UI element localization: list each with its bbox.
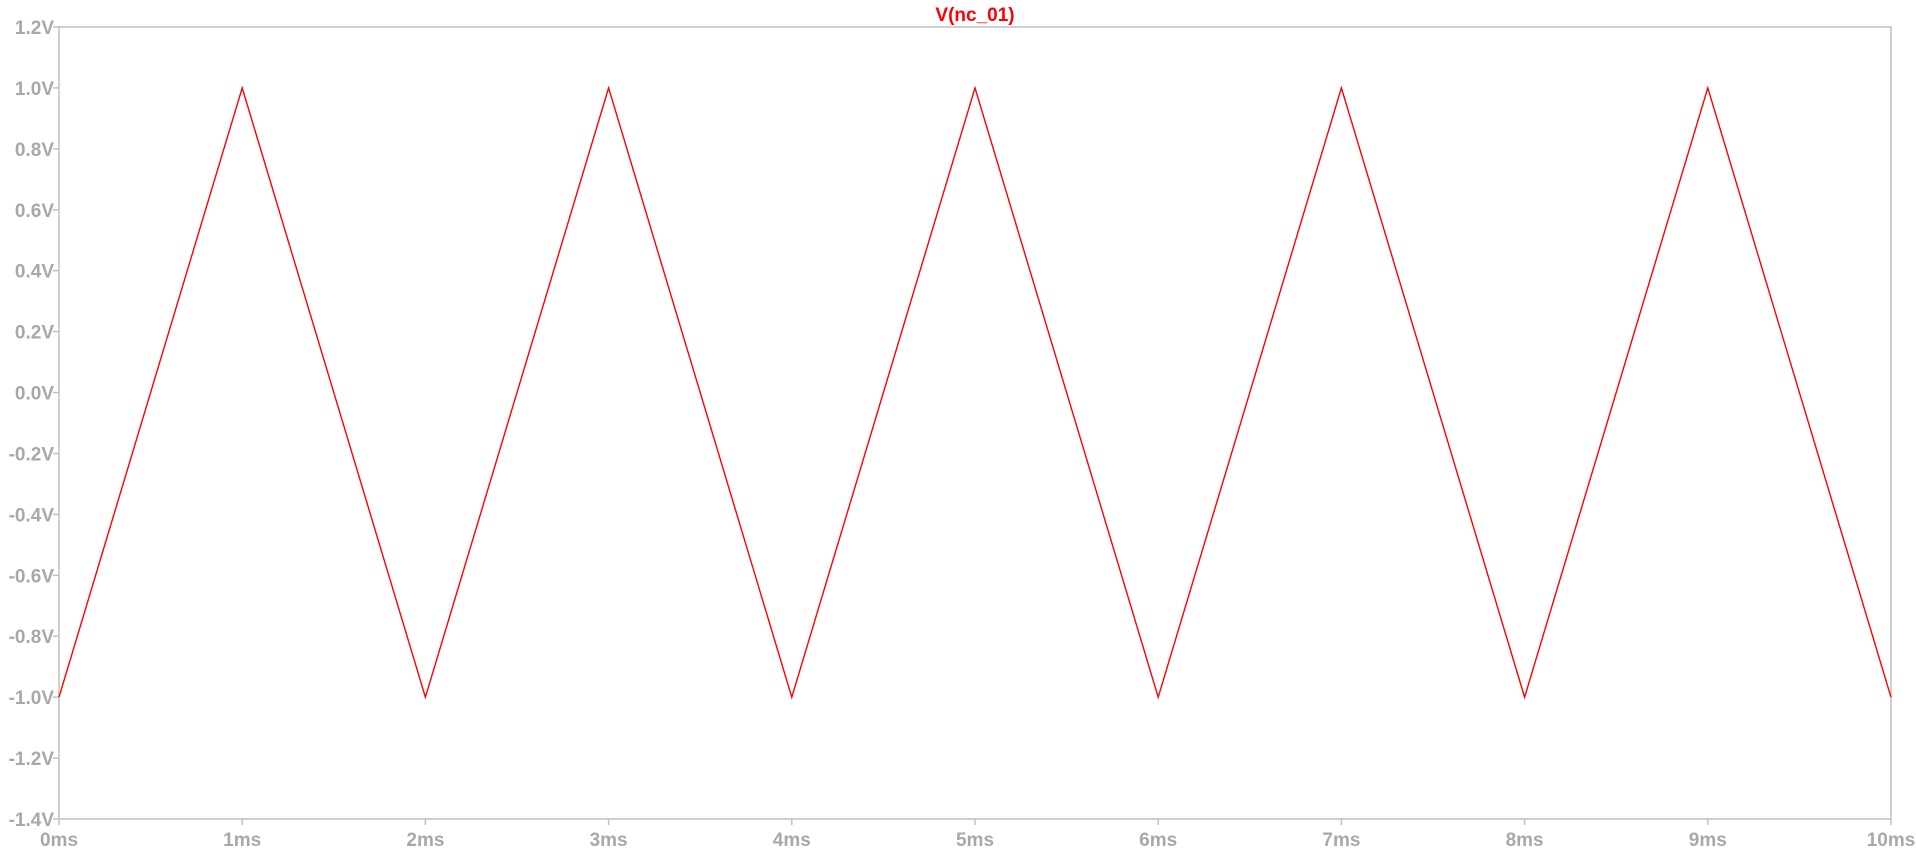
- y-tick-label: 0.0V: [15, 384, 54, 405]
- x-tick-label: 4ms: [773, 830, 811, 851]
- x-tick-label: 0ms: [40, 830, 78, 851]
- plot-area-frame: [58, 26, 1892, 820]
- x-tick-label: 6ms: [1139, 830, 1177, 851]
- trace-group: [58, 85, 1892, 700]
- y-tick-label: -1.4V: [9, 810, 55, 831]
- x-tick-label: 7ms: [1322, 830, 1360, 851]
- x-tick-label: 2ms: [406, 830, 444, 851]
- x-tick-label: 1ms: [223, 830, 261, 851]
- x-tick-label: 8ms: [1506, 830, 1544, 851]
- y-tick-label: 0.4V: [15, 262, 54, 283]
- y-tick-label: -0.4V: [9, 505, 55, 526]
- x-axis-tick-labels: 0ms 1ms 2ms 3ms 4ms 5ms 6ms 7ms 8ms 9ms 10ms: [40, 830, 1915, 851]
- x-tick-label: 10ms: [1867, 830, 1916, 851]
- y-tick-label: 0.2V: [15, 323, 54, 344]
- y-tick-label: 0.6V: [15, 201, 54, 222]
- y-tick-label: 1.2V: [15, 18, 54, 39]
- y-axis-tick-labels: 1.2V 1.0V 0.8V 0.6V 0.4V 0.2V 0.0V -0.2V -0.4V -0…: [9, 18, 55, 831]
- y-tick-label: -1.0V: [9, 688, 55, 709]
- x-axis-ticks: [58, 819, 1892, 825]
- y-tick-label: -0.8V: [9, 627, 55, 648]
- x-tick-label: 9ms: [1689, 830, 1727, 851]
- y-tick-label: -1.2V: [9, 749, 55, 770]
- y-tick-label: -0.6V: [9, 566, 55, 587]
- y-tick-label: 0.8V: [15, 140, 54, 161]
- x-tick-label: 5ms: [956, 830, 994, 851]
- y-axis-ticks: [53, 26, 59, 820]
- y-tick-label: -0.2V: [9, 444, 55, 465]
- y-tick-label: 1.0V: [15, 79, 54, 100]
- trace-name-label[interactable]: V(nc_01): [935, 5, 1014, 26]
- x-tick-label: 3ms: [590, 830, 628, 851]
